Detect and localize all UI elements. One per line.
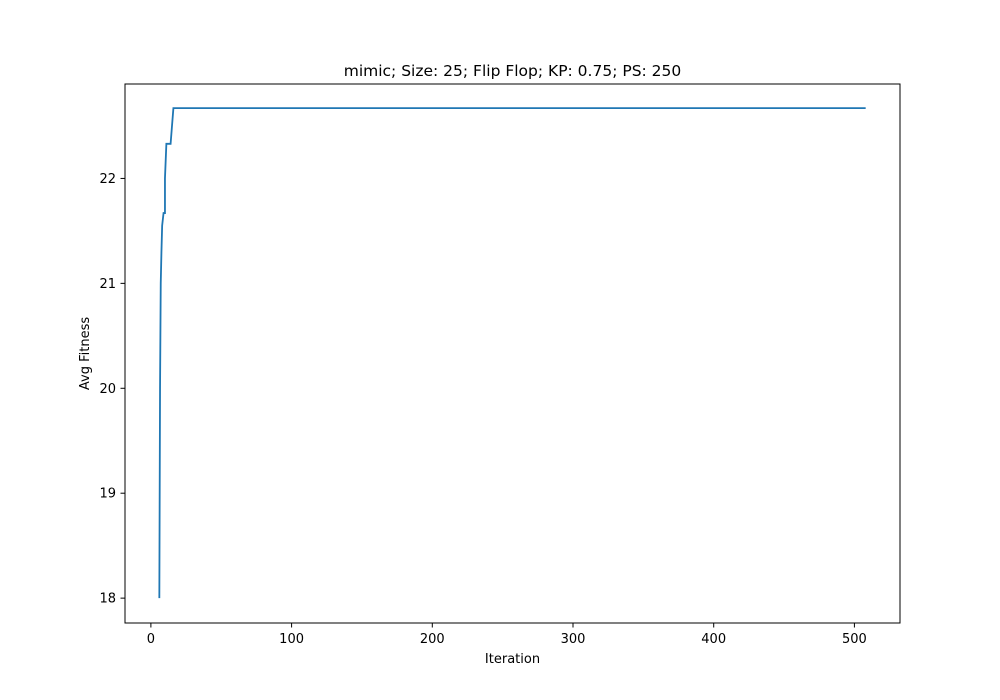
y-tick-label: 18: [99, 592, 116, 607]
x-tick-label: 300: [561, 632, 586, 647]
y-tick-label: 21: [99, 277, 116, 292]
fitness-series-line: [158, 107, 866, 599]
x-tick-label: 500: [842, 632, 867, 647]
y-axis-ticks: 18 19 20 21 22: [99, 172, 125, 607]
y-tick-label: 20: [99, 382, 116, 397]
y-axis-label: Avg Fitness: [78, 317, 93, 390]
y-tick-label: 22: [99, 172, 116, 187]
y-tick-label: 19: [99, 487, 116, 502]
x-tick-label: 0: [147, 632, 155, 647]
x-axis-ticks: 0 100 200 300 400 500: [147, 623, 867, 647]
x-axis-label: Iteration: [485, 652, 540, 667]
plot-frame: [124, 83, 901, 624]
x-tick-label: 100: [279, 632, 304, 647]
x-tick-label: 200: [420, 632, 445, 647]
chart-title: mimic; Size: 25; Flip Flop; KP: 0.75; PS…: [344, 62, 682, 80]
x-tick-label: 400: [701, 632, 726, 647]
plot-area: [124, 83, 901, 624]
